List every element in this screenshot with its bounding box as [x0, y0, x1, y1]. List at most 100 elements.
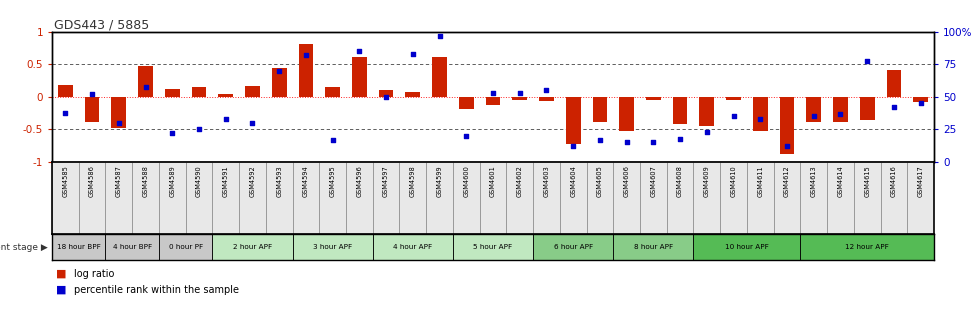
Bar [752, 97, 767, 131]
Text: GSM4598: GSM4598 [410, 166, 416, 197]
Text: development stage ▶: development stage ▶ [0, 243, 48, 252]
Point [645, 140, 660, 145]
Bar [533, 162, 559, 234]
Bar [218, 94, 233, 97]
Point [859, 58, 874, 63]
Bar [800, 234, 933, 260]
Point [244, 120, 260, 126]
Bar [912, 97, 927, 102]
Point [511, 90, 527, 96]
Point [431, 33, 447, 39]
Text: GSM4606: GSM4606 [623, 166, 629, 198]
Text: log ratio: log ratio [73, 269, 113, 279]
Bar [640, 162, 666, 234]
Text: GSM4614: GSM4614 [836, 166, 843, 197]
Text: GSM4597: GSM4597 [382, 166, 388, 197]
Text: 2 hour APF: 2 hour APF [233, 244, 272, 250]
Bar [85, 97, 100, 122]
Bar [907, 162, 933, 234]
Point [618, 140, 634, 145]
Bar [692, 162, 720, 234]
Text: GDS443 / 5885: GDS443 / 5885 [54, 18, 149, 31]
Bar [399, 162, 425, 234]
Bar [559, 162, 586, 234]
Bar [666, 162, 692, 234]
Bar [192, 87, 206, 97]
Bar [373, 162, 399, 234]
Text: GSM4615: GSM4615 [864, 166, 869, 197]
Point [325, 137, 340, 142]
Point [405, 51, 421, 57]
Text: 5 hour APF: 5 hour APF [473, 244, 512, 250]
Bar [539, 97, 554, 101]
Bar [459, 97, 473, 109]
Text: 4 hour APF: 4 hour APF [393, 244, 432, 250]
Text: 0 hour PF: 0 hour PF [168, 244, 202, 250]
Bar [106, 234, 158, 260]
Bar [425, 162, 453, 234]
Point [111, 120, 126, 126]
Bar [52, 162, 78, 234]
Point [218, 116, 234, 122]
Point [138, 84, 154, 89]
Bar [244, 86, 259, 97]
Text: 10 hour APF: 10 hour APF [725, 244, 768, 250]
Text: GSM4609: GSM4609 [703, 166, 709, 197]
Bar [586, 162, 612, 234]
Bar [778, 97, 793, 154]
Bar [325, 87, 339, 97]
Bar [239, 162, 266, 234]
Point [164, 131, 180, 136]
Text: GSM4617: GSM4617 [916, 166, 922, 197]
Bar [886, 70, 901, 97]
Bar [132, 162, 158, 234]
Text: GSM4590: GSM4590 [196, 166, 201, 197]
Bar [111, 97, 126, 128]
Bar [612, 234, 692, 260]
Bar [58, 85, 72, 97]
Text: GSM4612: GSM4612 [783, 166, 789, 197]
Text: 3 hour APF: 3 hour APF [313, 244, 352, 250]
Point [725, 114, 740, 119]
Bar [826, 162, 853, 234]
Text: GSM4585: GSM4585 [63, 166, 68, 198]
Bar [158, 162, 186, 234]
Text: GSM4592: GSM4592 [249, 166, 255, 197]
Text: GSM4599: GSM4599 [436, 166, 442, 197]
Text: GSM4593: GSM4593 [276, 166, 282, 197]
Bar [352, 57, 367, 97]
Text: GSM4608: GSM4608 [677, 166, 683, 198]
Text: GSM4596: GSM4596 [356, 166, 362, 197]
Bar [106, 162, 132, 234]
Text: 4 hour BPF: 4 hour BPF [112, 244, 152, 250]
Text: GSM4613: GSM4613 [810, 166, 816, 197]
Text: 18 hour BPF: 18 hour BPF [57, 244, 101, 250]
Bar [565, 97, 580, 144]
Bar [212, 162, 239, 234]
Point [271, 68, 287, 74]
Bar [773, 162, 800, 234]
Point [911, 101, 927, 106]
Point [84, 92, 100, 97]
Bar [186, 162, 212, 234]
Bar [645, 97, 660, 100]
Text: GSM4607: GSM4607 [649, 166, 655, 198]
Point [885, 105, 901, 110]
Bar [266, 162, 292, 234]
Bar [832, 97, 847, 122]
Point [58, 110, 73, 115]
Bar [806, 97, 821, 122]
Bar [879, 162, 907, 234]
Bar [720, 162, 746, 234]
Point [351, 49, 367, 54]
Point [752, 116, 768, 122]
Bar [479, 162, 506, 234]
Bar [533, 234, 612, 260]
Point [378, 94, 393, 100]
Bar [212, 234, 292, 260]
Point [592, 137, 607, 142]
Bar [345, 162, 373, 234]
Bar [692, 234, 800, 260]
Text: ■: ■ [56, 285, 67, 295]
Point [485, 90, 501, 96]
